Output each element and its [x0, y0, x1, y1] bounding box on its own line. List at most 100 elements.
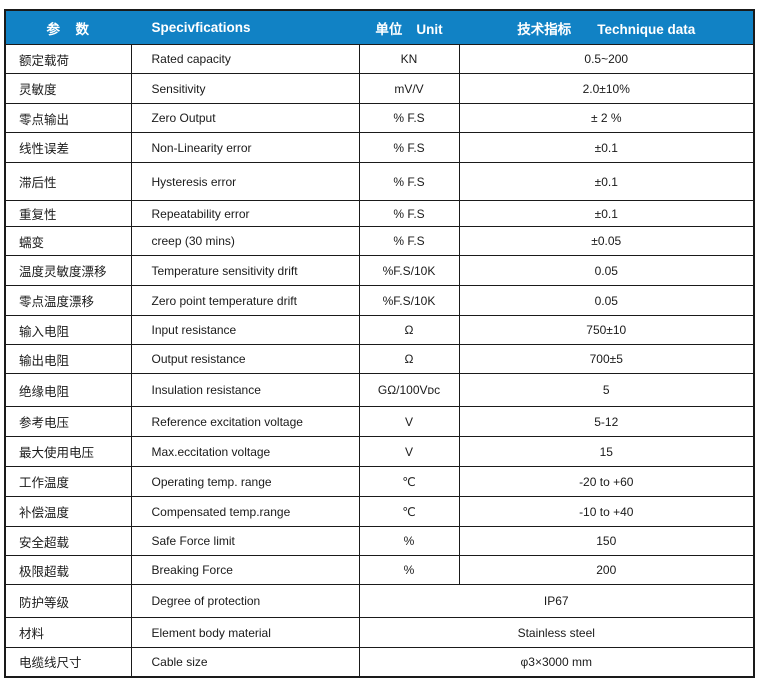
unit-cell: V — [358, 406, 460, 437]
spec-en-cell: Rated capacity — [130, 44, 360, 74]
value-cell: 700±5 — [458, 344, 755, 374]
table-row: 工作温度 Operating temp. range ℃ -20 to +60 — [4, 466, 755, 497]
value-cell: 0.05 — [458, 285, 755, 316]
value-cell: -10 to +40 — [458, 496, 755, 527]
param-cn-cell: 极限超载 — [4, 555, 132, 585]
unit-cell: %F.S/10K — [358, 285, 460, 316]
value-cell: ±0.1 — [458, 162, 755, 201]
unit-cell: % F.S — [358, 226, 460, 256]
value-cell: IP67 — [358, 584, 755, 618]
param-cn-cell: 补偿温度 — [4, 496, 132, 527]
table-row: 线性误差 Non-Linearity error% F.S ±0.1 — [4, 132, 755, 163]
param-cn-cell: 防护等级 — [4, 584, 132, 618]
spec-en-cell: Sensitivity — [130, 73, 360, 104]
spec-table-body: 额定载荷 Rated capacity KN 0.5~200 灵敏度 Sensitivit… — [4, 44, 755, 677]
value-cell: ±0.1 — [458, 200, 755, 227]
value-cell: ± 2 % — [458, 103, 755, 133]
param-cn-cell: 输入电阻 — [4, 315, 132, 345]
spec-en-cell: Zero Output — [130, 103, 360, 133]
header-unit-en: Unit — [416, 21, 443, 37]
value-cell: 0.5~200 — [458, 44, 755, 74]
spec-en-cell: Operating temp. range — [130, 466, 360, 497]
param-cn-cell: 重复性 — [4, 200, 132, 227]
table-row: 滞后性 Hysteresis error% F.S ±0.1 — [4, 162, 755, 201]
header-cell-specifications: Specivfications — [130, 9, 360, 45]
spec-en-cell: Insulation resistance — [130, 373, 360, 407]
param-cn-cell: 额定载荷 — [4, 44, 132, 74]
value-cell: ±0.05 — [458, 226, 755, 256]
param-cn-cell: 安全超载 — [4, 526, 132, 556]
unit-cell: % F.S — [358, 103, 460, 133]
header-cell-technique-data: 技术指标 Technique data — [458, 9, 755, 45]
unit-cell: GΩ/100Vᴅᴄ — [358, 373, 460, 407]
param-cn-cell: 灵敏度 — [4, 73, 132, 104]
value-cell: 5 — [458, 373, 755, 407]
spec-en-cell: Zero point temperature drift — [130, 285, 360, 316]
param-cn-cell: 零点温度漂移 — [4, 285, 132, 316]
table-row: 最大使用电压 Max.eccitation voltage V 15 — [4, 436, 755, 467]
unit-cell: % F.S — [358, 162, 460, 201]
param-cn-cell: 最大使用电压 — [4, 436, 132, 467]
table-row: 温度灵敏度漂移 Temperature sensitivity drift %F.S… — [4, 255, 755, 286]
unit-cell: Ω — [358, 344, 460, 374]
spec-en-cell: Element body material — [130, 617, 360, 648]
spec-sheet: 参 数 Specivfications 单位 Unit 技术指标 Techniq… — [4, 9, 755, 678]
spec-en-cell: Input resistance — [130, 315, 360, 345]
table-row: 灵敏度 Sensitivity mV/V 2.0±10% — [4, 73, 755, 104]
table-row: 补偿温度 Compensated temp.range ℃ -10 to +40 — [4, 496, 755, 527]
table-row: 材料 Element body material Stainless steel — [4, 617, 755, 648]
spec-en-cell: Safe Force limit — [130, 526, 360, 556]
unit-cell: % F.S — [358, 200, 460, 227]
value-cell: 150 — [458, 526, 755, 556]
table-row: 零点温度漂移 Zero point temperature drift %F.S/1… — [4, 285, 755, 316]
spec-en-cell: Non-Linearity error — [130, 132, 360, 163]
value-cell: 200 — [458, 555, 755, 585]
header-data-en: Technique data — [597, 21, 696, 37]
table-row: 输入电阻 Input resistance Ω 750±10 — [4, 315, 755, 345]
param-cn-cell: 输出电阻 — [4, 344, 132, 374]
table-row: 防护等级 Degree of protection IP67 — [4, 584, 755, 618]
spec-en-cell: Max.eccitation voltage — [130, 436, 360, 467]
value-cell: 15 — [458, 436, 755, 467]
unit-cell: % — [358, 526, 460, 556]
spec-en-cell: Repeatability error — [130, 200, 360, 227]
header-data-cn: 技术指标 — [517, 21, 572, 37]
spec-en-cell: Degree of protection — [130, 584, 360, 618]
value-cell: 0.05 — [458, 255, 755, 286]
value-cell: φ3×3000 mm — [358, 647, 755, 677]
table-row: 额定载荷 Rated capacity KN 0.5~200 — [4, 44, 755, 74]
param-cn-cell: 蠕变 — [4, 226, 132, 256]
param-cn-cell: 绝缘电阻 — [4, 373, 132, 407]
table-row: 参考电压 Reference excitation voltage V 5-12 — [4, 406, 755, 437]
spec-en-cell: Output resistance — [130, 344, 360, 374]
param-cn-cell: 参考电压 — [4, 406, 132, 437]
spec-table: 参 数 Specivfications 单位 Unit 技术指标 Techniq… — [4, 9, 755, 678]
spec-en-cell: Hysteresis error — [130, 162, 360, 201]
unit-cell: % F.S — [358, 132, 460, 163]
value-cell: 2.0±10% — [458, 73, 755, 104]
param-cn-cell: 线性误差 — [4, 132, 132, 163]
param-cn-cell: 电缆线尺寸 — [4, 647, 132, 677]
header-cell-unit: 单位 Unit — [358, 9, 460, 45]
spec-en-cell: Breaking Force — [130, 555, 360, 585]
param-cn-cell: 材料 — [4, 617, 132, 648]
table-row: 零点输出 Zero Output% F.S ± 2 % — [4, 103, 755, 133]
spec-en-cell: Reference excitation voltage — [130, 406, 360, 437]
table-row: 蠕变 creep (30 mins)% F.S ±0.05 — [4, 226, 755, 256]
table-row: 安全超载 Safe Force limit% 150 — [4, 526, 755, 556]
table-row: 电缆线尺寸 Cable size φ3×3000 mm — [4, 647, 755, 677]
unit-cell: %F.S/10K — [358, 255, 460, 286]
header-cell-param: 参 数 — [4, 9, 132, 45]
unit-cell: Ω — [358, 315, 460, 345]
unit-cell: ℃ — [358, 496, 460, 527]
param-cn-cell: 温度灵敏度漂移 — [4, 255, 132, 286]
unit-cell: % — [358, 555, 460, 585]
value-cell: ±0.1 — [458, 132, 755, 163]
spec-en-cell: Temperature sensitivity drift — [130, 255, 360, 286]
spec-en-cell: Cable size — [130, 647, 360, 677]
param-cn-cell: 工作温度 — [4, 466, 132, 497]
header-row: 参 数 Specivfications 单位 Unit 技术指标 Techniq… — [4, 9, 755, 45]
param-cn-cell: 滞后性 — [4, 162, 132, 201]
spec-table-header: 参 数 Specivfications 单位 Unit 技术指标 Techniq… — [4, 9, 755, 45]
value-cell: 750±10 — [458, 315, 755, 345]
